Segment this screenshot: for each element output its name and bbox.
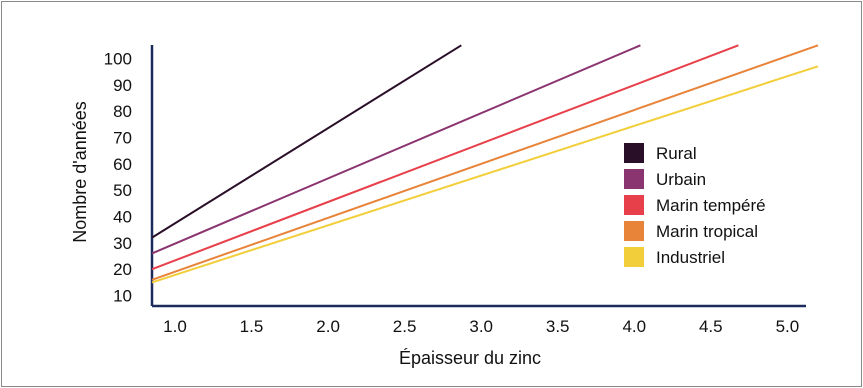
series-line-rural bbox=[151, 44, 462, 239]
x-tick-label: 2.0 bbox=[316, 317, 340, 336]
x-tick-label: 3.0 bbox=[469, 317, 493, 336]
x-tick-label: 4.0 bbox=[622, 317, 646, 336]
x-tick-label: 2.5 bbox=[393, 317, 417, 336]
series-line-industriel bbox=[151, 65, 819, 284]
y-tick-label: 30 bbox=[113, 234, 132, 253]
y-tick-label: 40 bbox=[113, 208, 132, 227]
legend-label: Marin tempéré bbox=[656, 196, 766, 215]
y-tick-label: 50 bbox=[113, 181, 132, 200]
y-tick-label: 60 bbox=[113, 155, 132, 174]
legend: Rural Urbain Marin tempéré Marin tropical In… bbox=[624, 143, 766, 267]
legend-swatch bbox=[624, 247, 644, 267]
y-tick-label: 80 bbox=[113, 102, 132, 121]
legend-item: Industriel bbox=[624, 247, 725, 267]
y-axis-title: Nombre d'années bbox=[70, 101, 90, 243]
y-tick-labels: 10 20 30 40 50 60 70 80 90 100 bbox=[104, 49, 132, 305]
x-tick-labels: 1.0 1.5 2.0 2.5 3.0 3.5 4.0 4.5 5.0 bbox=[163, 317, 799, 336]
legend-label: Industriel bbox=[656, 248, 725, 267]
legend-item: Rural bbox=[624, 143, 697, 163]
y-tick-label: 20 bbox=[113, 260, 132, 279]
legend-item: Urbain bbox=[624, 169, 706, 189]
series-line-marin-tempere bbox=[151, 44, 739, 271]
series-line-urbain bbox=[151, 44, 641, 255]
x-tick-label: 3.5 bbox=[546, 317, 570, 336]
x-axis-title: Épaisseur du zinc bbox=[399, 348, 541, 368]
legend-swatch bbox=[624, 169, 644, 189]
y-tick-label: 100 bbox=[104, 49, 132, 68]
legend-label: Marin tropical bbox=[656, 222, 758, 241]
y-tick-label: 90 bbox=[113, 76, 132, 95]
y-tick-label: 70 bbox=[113, 129, 132, 148]
x-tick-label: 5.0 bbox=[776, 317, 800, 336]
legend-item: Marin tempéré bbox=[624, 195, 766, 215]
legend-label: Rural bbox=[656, 144, 697, 163]
x-tick-label: 4.5 bbox=[699, 317, 723, 336]
legend-swatch bbox=[624, 221, 644, 241]
x-tick-label: 1.5 bbox=[240, 317, 264, 336]
legend-item: Marin tropical bbox=[624, 221, 758, 241]
series-line-marin-tropical bbox=[151, 44, 819, 281]
legend-swatch bbox=[624, 143, 644, 163]
legend-swatch bbox=[624, 195, 644, 215]
series-lines bbox=[151, 44, 819, 284]
legend-label: Urbain bbox=[656, 170, 706, 189]
axes bbox=[150, 45, 806, 308]
x-tick-label: 1.0 bbox=[163, 317, 187, 336]
y-tick-label: 10 bbox=[113, 287, 132, 306]
